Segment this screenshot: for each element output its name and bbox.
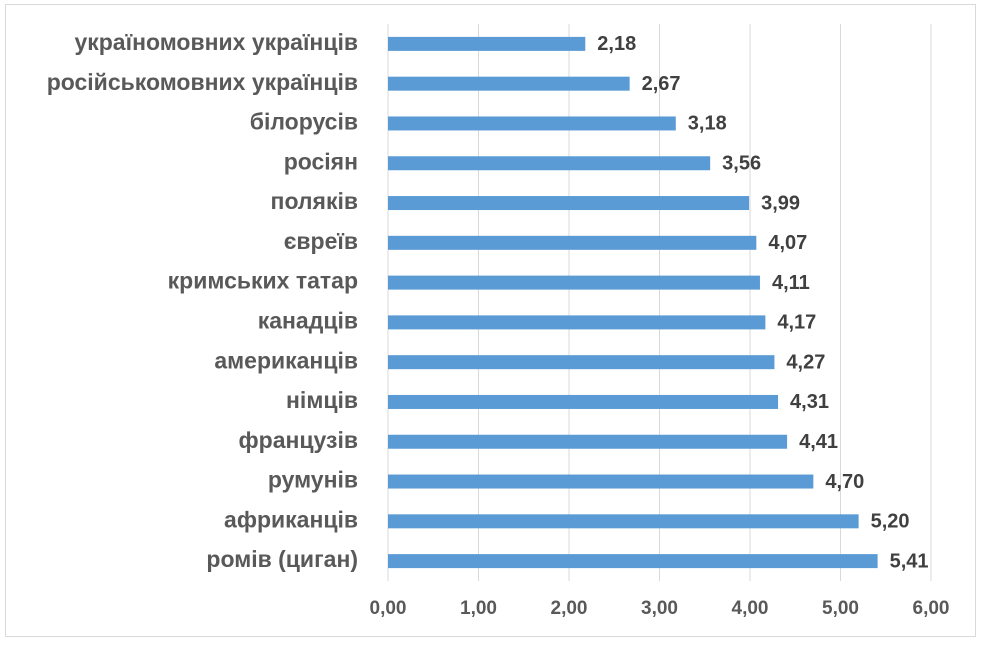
bar [388, 76, 630, 91]
value-label: 3,18 [688, 113, 727, 135]
bar [388, 315, 766, 330]
value-label: 5,41 [890, 550, 929, 572]
value-label: 3,99 [761, 192, 800, 214]
value-label: 5,20 [871, 511, 910, 533]
value-label: 2,67 [642, 73, 681, 95]
bar [388, 275, 760, 290]
category-label: поляків [271, 188, 358, 214]
x-tick-label: 0,00 [370, 598, 407, 619]
value-label: 4,41 [799, 431, 838, 453]
value-label: 3,56 [722, 153, 761, 175]
category-label: кримських татар [168, 268, 358, 294]
bar [388, 434, 788, 449]
bar [388, 394, 779, 409]
bar [388, 196, 750, 211]
bar [388, 554, 878, 569]
bar [388, 355, 775, 370]
category-label: німців [286, 387, 358, 413]
category-label: американців [214, 347, 358, 373]
x-tick-label: 1,00 [460, 598, 497, 619]
value-label: 4,70 [825, 471, 864, 493]
value-label: 4,07 [768, 232, 807, 254]
bar [388, 474, 814, 489]
value-label: 4,11 [772, 272, 810, 294]
category-label: канадців [258, 307, 358, 333]
category-label: ромів (циган) [206, 546, 358, 572]
category-label: африканців [224, 506, 358, 532]
x-tick-label: 3,00 [641, 598, 678, 619]
value-label: 2,18 [597, 33, 636, 55]
category-label: росіян [284, 148, 358, 174]
value-label: 4,31 [790, 391, 829, 413]
category-label: євреїв [284, 228, 358, 254]
category-label: французів [239, 427, 358, 453]
bar [388, 116, 676, 131]
bar [388, 36, 586, 51]
x-tick-label: 4,00 [732, 598, 769, 619]
category-label: білорусів [250, 109, 358, 135]
x-tick-label: 5,00 [822, 598, 859, 619]
category-label: російськомовних українців [47, 69, 358, 95]
x-tick-label: 2,00 [551, 598, 588, 619]
bar [388, 156, 711, 171]
value-label: 4,27 [786, 351, 825, 373]
category-label: румунів [268, 467, 358, 493]
bar [388, 514, 859, 529]
x-tick-label: 6,00 [913, 598, 950, 619]
bar [388, 235, 757, 250]
value-label: 4,17 [777, 312, 816, 334]
category-label: україномовних українців [74, 29, 358, 55]
